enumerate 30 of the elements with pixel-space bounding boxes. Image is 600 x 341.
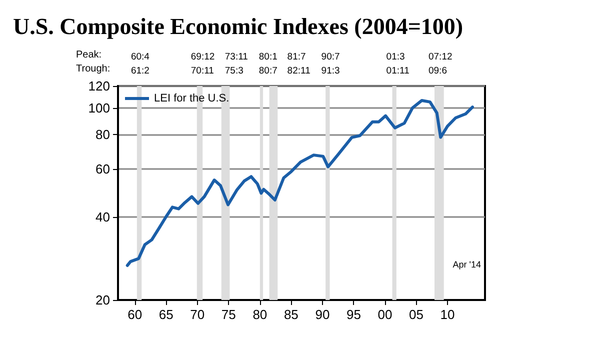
x-tick-label: 70 <box>190 307 205 322</box>
y-tick-label: 20 <box>96 292 110 308</box>
band-label: 73:11 75:3 <box>224 52 248 76</box>
x-tick-label: 95 <box>346 307 361 322</box>
y-tick-label: 100 <box>88 100 110 116</box>
x-tick-label: 80 <box>252 307 268 322</box>
band-label: 69:12 70:11 <box>190 52 215 76</box>
band-label: 07:12 09:6 <box>428 52 452 76</box>
x-tick-label: 00 <box>378 307 392 322</box>
x-tick-label: 65 <box>158 307 174 322</box>
x-tick-label: 60 <box>128 307 142 322</box>
x-tick-label: 75 <box>221 307 236 322</box>
y-tick-label: 120 <box>88 78 110 94</box>
y-tick-label: 40 <box>96 210 110 225</box>
band-label: 81:7 82:11 <box>287 52 310 76</box>
y-tick-label: 80 <box>96 126 110 142</box>
x-tick-label: 85 <box>284 307 298 322</box>
x-tick-label: 90 <box>315 307 330 322</box>
annotation: Apr '14 <box>452 260 481 270</box>
chart-title: U.S. Composite Economic Indexes (2004=100) <box>13 14 464 39</box>
band-label: 80:1 80:7 <box>258 52 278 76</box>
x-tick-label: 05 <box>408 307 424 322</box>
x-tick-label: 10 <box>440 307 455 322</box>
legend-label: LEI for the U.S. <box>154 92 230 104</box>
band-label: 60:4 61:2 <box>130 52 150 76</box>
band-label: 01:3 01:11 <box>386 52 410 76</box>
y-tick-label: 60 <box>96 161 110 176</box>
band-label: 90:7 91:3 <box>321 52 340 76</box>
text: Peak: <box>76 50 102 60</box>
text: Trough: <box>76 64 110 74</box>
